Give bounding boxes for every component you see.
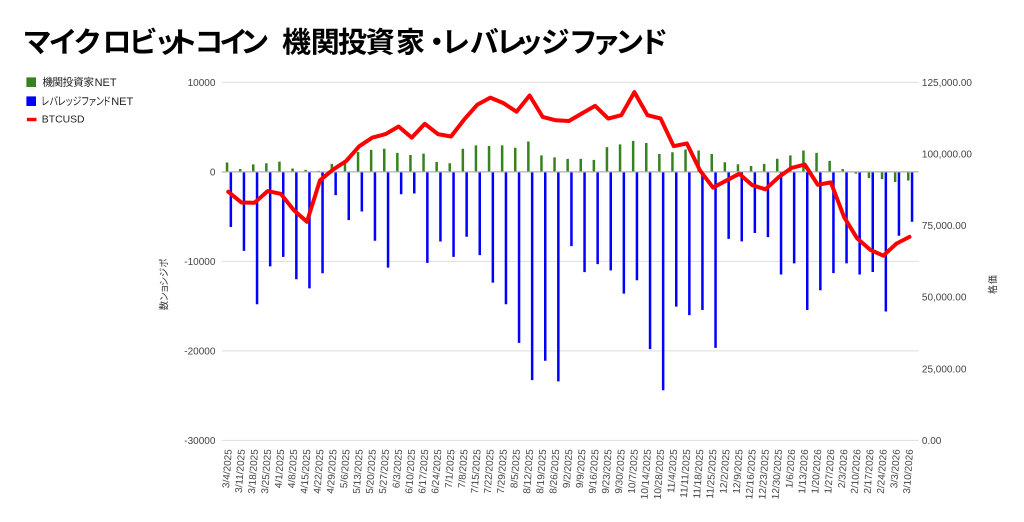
- svg-text:0.00: 0.00: [922, 436, 942, 447]
- svg-text:3/4/2025: 3/4/2025: [221, 449, 235, 489]
- svg-text:1/27/2026: 1/27/2026: [823, 449, 837, 495]
- svg-text:12/30/2025: 12/30/2025: [771, 449, 785, 500]
- svg-text:6/17/2025: 6/17/2025: [417, 449, 431, 495]
- svg-text:9/2/2025: 9/2/2025: [562, 449, 576, 489]
- svg-text:9/9/2025: 9/9/2025: [575, 449, 589, 489]
- svg-text:12/16/2025: 12/16/2025: [744, 449, 758, 500]
- svg-text:9/16/2025: 9/16/2025: [588, 449, 602, 495]
- svg-text:5/20/2025: 5/20/2025: [365, 449, 379, 495]
- svg-text:10/28/2025: 10/28/2025: [653, 449, 667, 500]
- svg-text:4/1/2025: 4/1/2025: [274, 449, 288, 489]
- svg-text:-10000: -10000: [184, 257, 216, 268]
- svg-text:50,000.00: 50,000.00: [922, 293, 967, 304]
- svg-text:4/15/2025: 4/15/2025: [299, 449, 313, 495]
- svg-text:5/27/2025: 5/27/2025: [378, 449, 392, 495]
- svg-text:3/11/2025: 3/11/2025: [234, 449, 248, 494]
- svg-text:9/30/2025: 9/30/2025: [614, 449, 628, 495]
- svg-text:11/4/2025: 11/4/2025: [666, 449, 680, 494]
- svg-text:10/14/2025: 10/14/2025: [640, 449, 654, 500]
- svg-text:2/3/2026: 2/3/2026: [837, 449, 851, 489]
- svg-text:7/8/2025: 7/8/2025: [457, 449, 471, 489]
- svg-text:75,000.00: 75,000.00: [922, 221, 967, 232]
- svg-text:3/18/2025: 3/18/2025: [247, 449, 261, 495]
- svg-text:3/25/2025: 3/25/2025: [260, 449, 274, 495]
- svg-text:1/6/2026: 1/6/2026: [784, 449, 798, 489]
- svg-text:12/9/2025: 12/9/2025: [732, 449, 746, 495]
- svg-text:11/18/2025: 11/18/2025: [692, 449, 706, 499]
- svg-text:5/13/2025: 5/13/2025: [352, 449, 366, 495]
- svg-text:4/8/2025: 4/8/2025: [287, 449, 301, 489]
- svg-text:8/12/2025: 8/12/2025: [522, 449, 536, 495]
- svg-text:10/7/2025: 10/7/2025: [627, 449, 641, 495]
- svg-text:8/26/2025: 8/26/2025: [548, 449, 562, 495]
- svg-text:0: 0: [210, 167, 216, 178]
- svg-text:7/22/2025: 7/22/2025: [483, 449, 497, 495]
- svg-text:8/5/2025: 8/5/2025: [509, 449, 523, 489]
- svg-text:4/22/2025: 4/22/2025: [312, 449, 326, 495]
- svg-text:11/11/2025: 11/11/2025: [679, 449, 693, 499]
- svg-text:1/13/2026: 1/13/2026: [797, 449, 811, 495]
- svg-text:7/15/2025: 7/15/2025: [470, 449, 484, 495]
- svg-text:10000: 10000: [188, 78, 216, 89]
- svg-text:3/3/2026: 3/3/2026: [889, 449, 903, 489]
- svg-text:11/25/2025: 11/25/2025: [705, 449, 719, 499]
- svg-text:25,000.00: 25,000.00: [922, 364, 967, 375]
- svg-text:NET: NET: [95, 77, 117, 89]
- svg-text:6/3/2025: 6/3/2025: [391, 449, 405, 489]
- svg-text:2/10/2026: 2/10/2026: [850, 449, 864, 495]
- svg-text:125,000.00: 125,000.00: [922, 78, 972, 89]
- svg-text:BTCUSD: BTCUSD: [42, 115, 85, 126]
- svg-text:-20000: -20000: [184, 346, 216, 357]
- svg-text:12/2/2025: 12/2/2025: [719, 449, 733, 495]
- svg-text:3/10/2026: 3/10/2026: [902, 449, 916, 495]
- svg-text:4/29/2025: 4/29/2025: [326, 449, 340, 495]
- svg-text:5/6/2025: 5/6/2025: [339, 449, 353, 489]
- svg-text:100,000.00: 100,000.00: [922, 150, 972, 161]
- svg-text:7/29/2025: 7/29/2025: [496, 449, 510, 495]
- svg-text:2/24/2026: 2/24/2026: [876, 449, 890, 495]
- svg-text:9/23/2025: 9/23/2025: [601, 449, 615, 495]
- svg-text:2/17/2026: 2/17/2026: [863, 449, 877, 495]
- svg-text:7/1/2025: 7/1/2025: [444, 449, 458, 489]
- svg-text:NET: NET: [111, 96, 133, 108]
- svg-text:12/23/2025: 12/23/2025: [757, 449, 771, 500]
- svg-text:6/10/2025: 6/10/2025: [404, 449, 418, 495]
- svg-text:1/20/2026: 1/20/2026: [810, 449, 824, 495]
- svg-text:6/24/2025: 6/24/2025: [430, 449, 444, 495]
- svg-text:8/19/2025: 8/19/2025: [535, 449, 549, 495]
- svg-text:-30000: -30000: [184, 436, 216, 447]
